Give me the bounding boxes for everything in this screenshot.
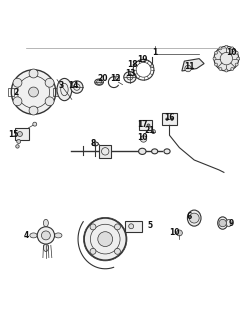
- Circle shape: [129, 224, 134, 229]
- Circle shape: [42, 231, 50, 240]
- Circle shape: [90, 248, 96, 254]
- Ellipse shape: [124, 72, 136, 83]
- Circle shape: [45, 97, 54, 106]
- Circle shape: [235, 63, 238, 66]
- Circle shape: [114, 248, 120, 254]
- Polygon shape: [182, 59, 204, 71]
- Circle shape: [166, 118, 168, 120]
- Text: 1: 1: [152, 48, 157, 57]
- Ellipse shape: [152, 149, 158, 154]
- Ellipse shape: [44, 219, 48, 227]
- Circle shape: [96, 80, 102, 84]
- Circle shape: [147, 124, 150, 127]
- Ellipse shape: [164, 149, 170, 154]
- Circle shape: [171, 118, 173, 120]
- Circle shape: [17, 140, 21, 143]
- Circle shape: [225, 69, 228, 72]
- Text: 8: 8: [90, 140, 96, 148]
- Bar: [138, 120, 152, 130]
- Bar: [8, 88, 14, 96]
- Circle shape: [214, 46, 239, 71]
- Circle shape: [13, 78, 22, 87]
- Circle shape: [151, 65, 154, 68]
- Circle shape: [235, 51, 238, 54]
- Text: 15: 15: [8, 130, 19, 139]
- Text: 17: 17: [137, 120, 147, 129]
- Text: 3: 3: [58, 81, 63, 90]
- Circle shape: [231, 47, 234, 50]
- Ellipse shape: [218, 217, 228, 229]
- Circle shape: [29, 69, 38, 78]
- Text: 2: 2: [14, 87, 19, 97]
- Bar: [15, 128, 28, 140]
- Circle shape: [189, 213, 199, 223]
- Text: 20: 20: [98, 74, 108, 83]
- Text: 14: 14: [68, 81, 78, 90]
- Ellipse shape: [57, 78, 72, 101]
- Circle shape: [37, 227, 54, 244]
- Circle shape: [18, 132, 22, 137]
- Circle shape: [28, 87, 38, 97]
- Circle shape: [13, 97, 22, 106]
- Circle shape: [237, 57, 240, 60]
- Circle shape: [16, 145, 19, 148]
- Circle shape: [214, 63, 218, 66]
- Ellipse shape: [92, 142, 98, 146]
- Ellipse shape: [95, 79, 103, 85]
- Text: 16: 16: [164, 114, 175, 123]
- Circle shape: [70, 81, 83, 93]
- Circle shape: [185, 65, 191, 72]
- Circle shape: [90, 224, 96, 230]
- Circle shape: [98, 232, 113, 246]
- Circle shape: [225, 45, 228, 48]
- Circle shape: [231, 68, 234, 70]
- Circle shape: [219, 68, 222, 70]
- Circle shape: [33, 122, 37, 126]
- Ellipse shape: [138, 148, 146, 155]
- Text: 13: 13: [125, 69, 135, 78]
- Text: 5: 5: [147, 221, 152, 230]
- Circle shape: [84, 218, 126, 260]
- Text: 11: 11: [184, 61, 194, 70]
- Ellipse shape: [30, 233, 37, 238]
- Bar: [53, 88, 60, 96]
- Text: 19: 19: [137, 55, 147, 64]
- Ellipse shape: [44, 244, 48, 252]
- Circle shape: [116, 76, 119, 80]
- Circle shape: [176, 230, 182, 236]
- Bar: [162, 113, 177, 125]
- Circle shape: [114, 224, 120, 230]
- Ellipse shape: [226, 219, 231, 227]
- Circle shape: [219, 219, 226, 227]
- Circle shape: [140, 136, 147, 142]
- Circle shape: [214, 51, 218, 54]
- Text: 10: 10: [169, 228, 180, 237]
- Circle shape: [152, 130, 156, 133]
- Ellipse shape: [188, 210, 201, 226]
- Circle shape: [45, 78, 54, 87]
- Ellipse shape: [54, 233, 62, 238]
- Circle shape: [213, 57, 216, 60]
- Circle shape: [219, 47, 222, 50]
- Text: 10: 10: [226, 48, 236, 57]
- Text: 6: 6: [187, 212, 192, 221]
- Text: 9: 9: [229, 219, 234, 228]
- Text: 21: 21: [144, 126, 155, 135]
- Text: 18: 18: [127, 60, 138, 69]
- Circle shape: [29, 106, 38, 115]
- Text: 12: 12: [110, 74, 120, 83]
- Bar: [125, 220, 142, 232]
- Bar: [99, 145, 112, 157]
- Text: 10: 10: [137, 133, 147, 142]
- Circle shape: [11, 70, 56, 114]
- Text: 4: 4: [24, 231, 29, 240]
